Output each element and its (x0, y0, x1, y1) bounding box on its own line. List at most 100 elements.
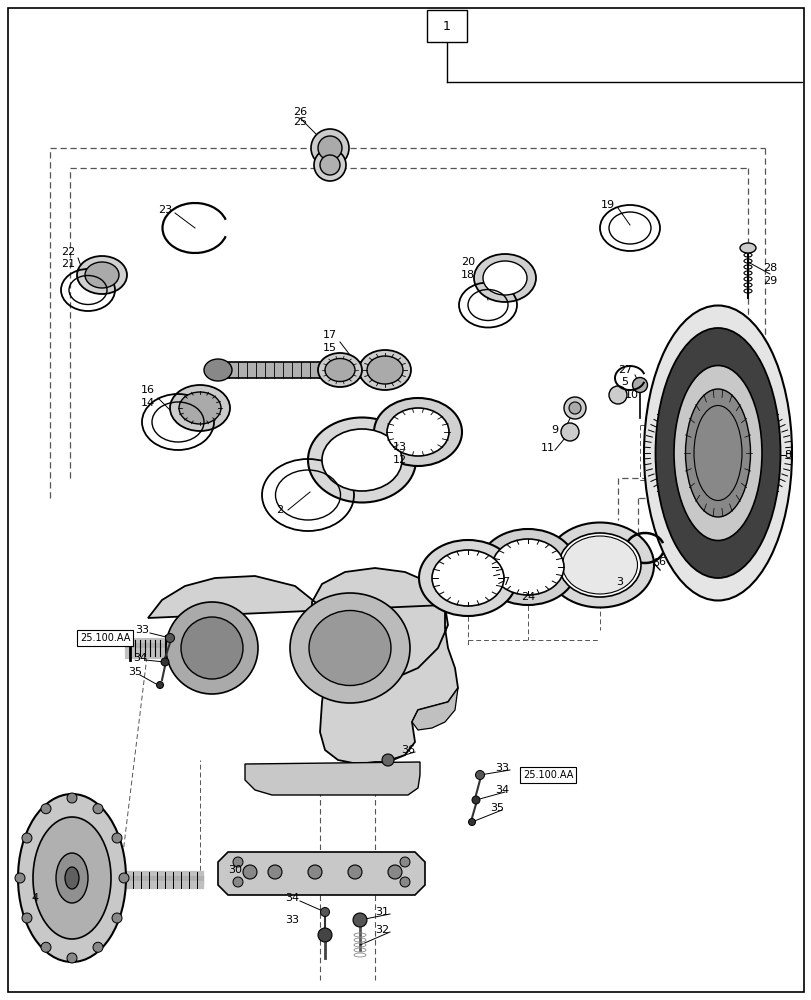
Ellipse shape (388, 865, 401, 879)
Text: 18: 18 (461, 270, 474, 280)
Polygon shape (245, 762, 419, 795)
Ellipse shape (93, 942, 103, 952)
Text: 16: 16 (141, 385, 155, 395)
Ellipse shape (290, 593, 410, 703)
Ellipse shape (475, 770, 484, 780)
Text: 30: 30 (228, 865, 242, 875)
Ellipse shape (491, 539, 564, 595)
Text: 26: 26 (293, 107, 307, 117)
Ellipse shape (119, 873, 129, 883)
Text: 12: 12 (393, 455, 406, 465)
Text: 20: 20 (461, 257, 474, 267)
Text: 6: 6 (652, 558, 659, 568)
Ellipse shape (318, 928, 332, 942)
Ellipse shape (309, 610, 391, 686)
Text: 7: 7 (502, 577, 509, 587)
Text: 3: 3 (616, 577, 623, 587)
Text: 33: 33 (495, 763, 508, 773)
Ellipse shape (165, 602, 258, 694)
Text: 34: 34 (285, 893, 298, 903)
Ellipse shape (112, 913, 122, 923)
Polygon shape (411, 688, 457, 730)
Text: 25.100.AA: 25.100.AA (522, 770, 573, 780)
Text: 17: 17 (323, 330, 337, 340)
Text: 21: 21 (61, 259, 75, 269)
Text: 36: 36 (401, 745, 414, 755)
Ellipse shape (307, 418, 415, 502)
Ellipse shape (41, 942, 51, 952)
Ellipse shape (673, 365, 761, 540)
Ellipse shape (318, 353, 362, 387)
Ellipse shape (654, 328, 779, 578)
Bar (427, 10, 466, 42)
Ellipse shape (18, 794, 126, 962)
Ellipse shape (358, 350, 410, 390)
Ellipse shape (431, 550, 504, 606)
Text: 34: 34 (133, 653, 147, 663)
Text: 10: 10 (624, 390, 638, 400)
Text: 28: 28 (762, 263, 776, 273)
Text: 22: 22 (61, 247, 75, 257)
Ellipse shape (562, 536, 637, 594)
Text: 5: 5 (620, 377, 628, 387)
Ellipse shape (374, 398, 461, 466)
Ellipse shape (468, 818, 475, 825)
Ellipse shape (739, 243, 755, 253)
Ellipse shape (348, 865, 362, 879)
Ellipse shape (307, 865, 322, 879)
Text: 14: 14 (141, 398, 155, 408)
Ellipse shape (242, 865, 257, 879)
Ellipse shape (233, 857, 242, 867)
Ellipse shape (483, 261, 526, 295)
Text: 6: 6 (658, 557, 665, 567)
Text: 25: 25 (293, 117, 307, 127)
Text: 8: 8 (783, 450, 791, 460)
Ellipse shape (324, 359, 354, 381)
Ellipse shape (67, 953, 77, 963)
Ellipse shape (320, 907, 329, 916)
Text: 35: 35 (489, 803, 504, 813)
Text: 2: 2 (276, 505, 283, 515)
Ellipse shape (178, 392, 221, 424)
Ellipse shape (381, 754, 393, 766)
Text: 11: 11 (540, 443, 554, 453)
Ellipse shape (353, 913, 367, 927)
Ellipse shape (418, 540, 517, 616)
Ellipse shape (67, 793, 77, 803)
Polygon shape (210, 362, 400, 378)
Ellipse shape (169, 385, 230, 431)
Text: 24: 24 (520, 592, 534, 602)
Text: 34: 34 (495, 785, 508, 795)
Ellipse shape (387, 408, 448, 456)
Text: 31: 31 (375, 907, 388, 917)
Ellipse shape (41, 804, 51, 814)
Ellipse shape (311, 129, 349, 167)
Text: 15: 15 (323, 343, 337, 353)
Ellipse shape (471, 796, 479, 804)
Ellipse shape (478, 529, 577, 605)
Ellipse shape (314, 149, 345, 181)
Ellipse shape (15, 873, 25, 883)
Text: 32: 32 (375, 925, 388, 935)
Text: 27: 27 (617, 365, 631, 375)
Text: 19: 19 (600, 200, 614, 210)
Ellipse shape (112, 833, 122, 843)
Text: 33: 33 (285, 915, 298, 925)
Text: 1: 1 (443, 20, 450, 33)
Text: 29: 29 (762, 276, 776, 286)
Ellipse shape (400, 857, 410, 867)
Ellipse shape (608, 386, 626, 404)
Ellipse shape (65, 867, 79, 889)
Ellipse shape (268, 865, 281, 879)
Ellipse shape (33, 817, 111, 939)
Ellipse shape (400, 877, 410, 887)
Ellipse shape (181, 617, 242, 679)
Polygon shape (217, 852, 424, 895)
Ellipse shape (569, 402, 581, 414)
Text: 25.100.AA: 25.100.AA (79, 633, 130, 643)
Ellipse shape (161, 658, 169, 666)
Ellipse shape (367, 356, 402, 384)
Polygon shape (148, 568, 457, 764)
Ellipse shape (56, 853, 88, 903)
Ellipse shape (77, 256, 127, 294)
